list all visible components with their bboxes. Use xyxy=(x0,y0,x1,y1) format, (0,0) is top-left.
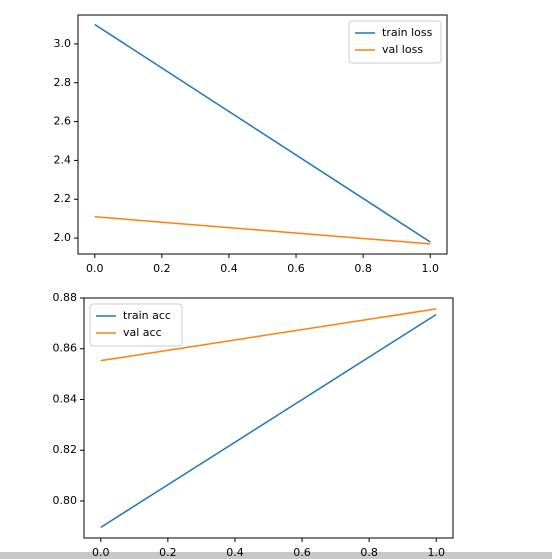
x-tick-label: 0.6 xyxy=(293,546,311,559)
data-line xyxy=(100,308,437,362)
x-tick-label: 1.0 xyxy=(427,546,445,559)
y-tick-label: 2.6 xyxy=(54,115,72,128)
x-tick-label: 0.2 xyxy=(153,262,171,275)
x-tick-label: 0.2 xyxy=(159,546,177,559)
y-tick-label: 2.0 xyxy=(54,231,72,244)
axes-frame xyxy=(83,297,454,539)
data-line xyxy=(94,215,431,245)
x-tick-label: 0.0 xyxy=(92,546,110,559)
y-tick-label: 3.0 xyxy=(54,37,72,50)
y-tick-label: 2.4 xyxy=(54,153,72,166)
x-tick-label: 0.4 xyxy=(220,262,238,275)
axes-frame xyxy=(77,14,448,255)
y-tick-label: 0.86 xyxy=(53,342,78,355)
legend-label: val loss xyxy=(382,43,423,56)
legend-label: train loss xyxy=(382,26,433,39)
x-tick-label: 0.6 xyxy=(287,262,305,275)
y-tick-label: 0.80 xyxy=(53,494,78,507)
x-tick-label: 0.0 xyxy=(86,262,104,275)
y-tick-label: 0.88 xyxy=(53,291,78,304)
data-line xyxy=(100,313,437,528)
x-tick-label: 0.4 xyxy=(226,546,244,559)
legend-box xyxy=(89,303,183,347)
x-tick-label: 0.8 xyxy=(360,546,378,559)
x-tick-label: 0.8 xyxy=(354,262,372,275)
y-tick-label: 2.2 xyxy=(54,192,72,205)
x-tick-label: 1.0 xyxy=(421,262,439,275)
y-tick-label: 0.84 xyxy=(53,392,78,405)
y-tick-label: 0.82 xyxy=(53,443,78,456)
legend-label: val acc xyxy=(123,326,162,339)
data-line xyxy=(94,23,431,243)
bottom-bar xyxy=(0,552,552,559)
y-tick-label: 2.8 xyxy=(54,76,72,89)
legend-label: train acc xyxy=(123,309,171,322)
legend-box xyxy=(348,20,442,64)
